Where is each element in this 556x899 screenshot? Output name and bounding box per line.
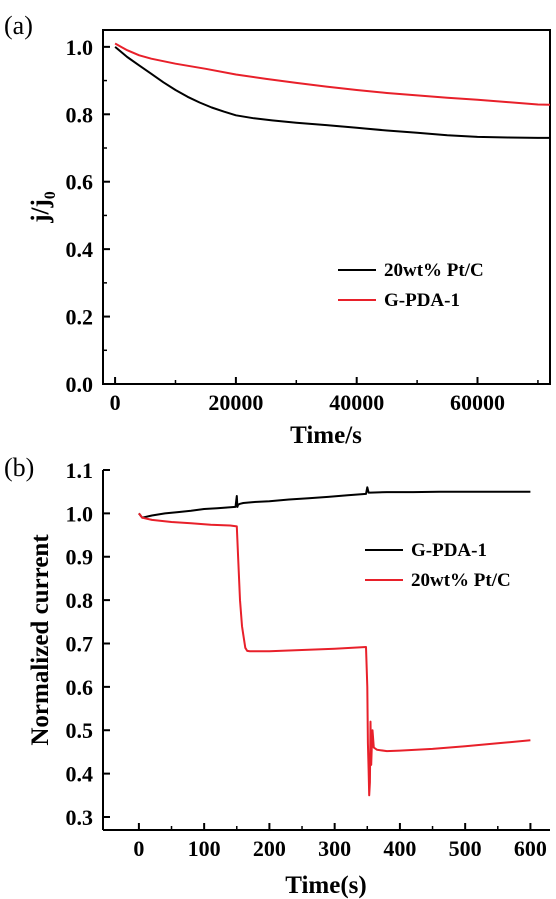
panel-b-x-tick-label: 500 (449, 836, 482, 861)
panel-b-axes (102, 470, 550, 831)
panel-b-x-tick-label: 300 (318, 836, 351, 861)
chart-panel-b: (b) 0 100 200 300 400 500 600 0.3 0.4 0.5 0.6 0.7 0.… (4, 453, 550, 899)
panel-a-y-tick-label: 0.8 (66, 102, 94, 127)
panel-a-label: (a) (4, 11, 33, 40)
panel-b-y-axis-label: Normalized current (27, 534, 54, 746)
panel-a-plot-frame (102, 29, 551, 385)
panel-a-y-tick-label: 0.6 (66, 170, 94, 195)
panel-b-series-line-1 (138, 486, 531, 519)
panel-a-x-tick-label: 60000 (450, 390, 505, 415)
panel-b-x-tick-label: 400 (383, 836, 416, 861)
panel-b-y-tick-label: 1.1 (66, 458, 94, 483)
panel-b-x-axis-label: Time(s) (285, 872, 366, 899)
panel-b-y-tick-label: 0.8 (66, 588, 94, 613)
panel-a-y-axis-label: j/j0 (27, 191, 59, 224)
panel-a-series-line-2 (114, 42, 551, 106)
panel-b-series-line-2 (138, 512, 531, 797)
panel-b-legend-label-1: G-PDA-1 (411, 540, 487, 561)
panel-a-y-axis-label-main: j/j (27, 199, 54, 224)
panel-a-series (114, 42, 551, 139)
panel-b-label: (b) (4, 453, 34, 482)
panel-b-series (138, 486, 531, 797)
panel-a-x-tick-label: 40000 (329, 390, 384, 415)
panel-b-legend: G-PDA-1 20wt% Pt/C (365, 540, 511, 591)
panel-b-ticks: 0 100 200 300 400 500 600 0.3 0.4 0.5 0.6 0.7 0.8 0.9… (66, 458, 547, 861)
panel-a-y-tick-label: 0.2 (66, 305, 94, 330)
panel-a-legend-label-1: 20wt% Pt/C (384, 260, 484, 281)
panel-a-y-tick-label: 1.0 (66, 35, 94, 60)
panel-a-y-tick-label: 0.4 (66, 237, 94, 262)
panel-a-x-tick-label: 20000 (208, 390, 263, 415)
panel-b-y-tick-label: 0.5 (66, 718, 94, 743)
panel-b-y-tick-label: 1.0 (66, 501, 94, 526)
panel-b-y-tick-label: 0.9 (66, 545, 94, 570)
panel-a-x-tick-label: 0 (110, 390, 121, 415)
panel-a-y-axis-label-subscript: 0 (42, 191, 59, 199)
panel-b-legend-label-2: 20wt% Pt/C (411, 570, 511, 591)
panel-a-series-line-1 (114, 46, 550, 139)
panel-a-legend-label-2: G-PDA-1 (384, 290, 460, 311)
chart-panel-a: (a) 0 20000 40000 60000 0.0 0.2 0.4 0.6 0.8 1.0 2… (4, 11, 551, 449)
panel-a-y-tick-label: 0.0 (66, 372, 94, 397)
panel-b-x-tick-label: 100 (188, 836, 221, 861)
panel-b-x-tick-label: 200 (253, 836, 286, 861)
panel-b-y-tick-label: 0.3 (66, 805, 94, 830)
panel-b-y-tick-label: 0.7 (66, 631, 94, 656)
panel-b-x-tick-label: 600 (514, 836, 547, 861)
panel-a-ticks: 0 20000 40000 60000 0.0 0.2 0.4 0.6 0.8 1.0 (66, 35, 539, 415)
panel-a-x-axis-label: Time/s (290, 422, 362, 449)
panel-a-legend: 20wt% Pt/C G-PDA-1 (338, 260, 484, 311)
panel-b-x-tick-label: 0 (133, 836, 144, 861)
panel-b-y-tick-label: 0.6 (66, 675, 94, 700)
panel-b-y-tick-label: 0.4 (66, 762, 94, 787)
